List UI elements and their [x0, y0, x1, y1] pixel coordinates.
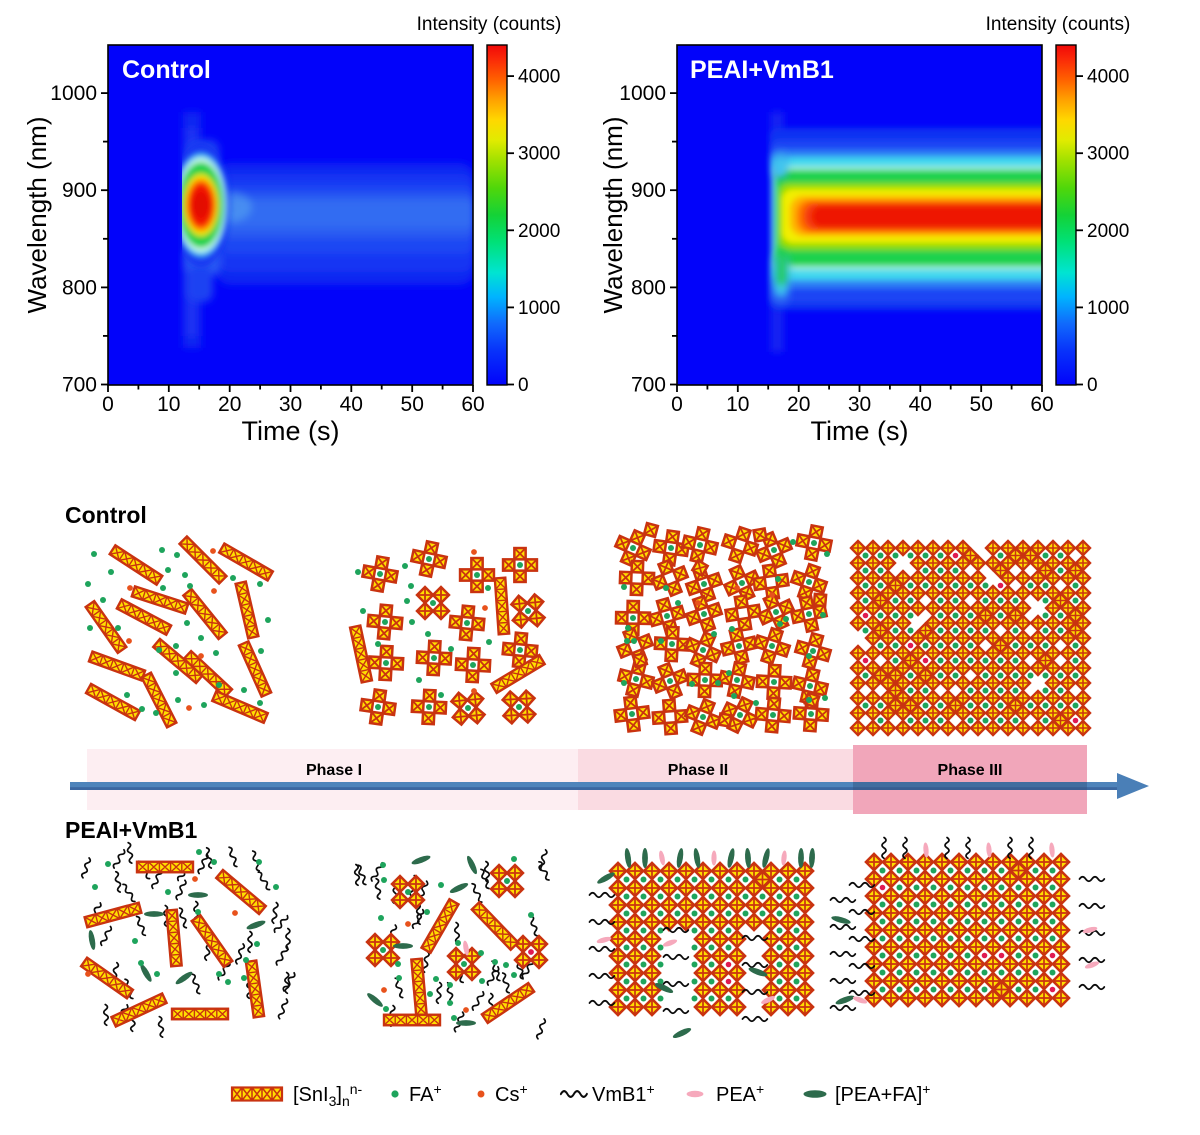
svg-text:10: 10: [726, 393, 749, 416]
svg-text:60: 60: [461, 393, 484, 416]
svg-text:FA+: FA+: [409, 1081, 442, 1106]
svg-text:3000: 3000: [518, 144, 560, 165]
svg-text:1000: 1000: [50, 82, 97, 105]
svg-text:Time (s): Time (s): [242, 416, 340, 446]
svg-text:1000: 1000: [1087, 298, 1129, 319]
svg-text:Cs+: Cs+: [495, 1081, 528, 1106]
svg-text:20: 20: [218, 393, 241, 416]
svg-text:Phase III: Phase III: [938, 762, 1003, 779]
svg-text:800: 800: [631, 276, 666, 299]
svg-text:1000: 1000: [518, 298, 560, 319]
svg-text:700: 700: [631, 374, 666, 397]
svg-text:Time (s): Time (s): [811, 416, 909, 446]
svg-text:20: 20: [787, 393, 810, 416]
svg-text:0: 0: [671, 393, 683, 416]
svg-text:Phase I: Phase I: [306, 762, 362, 779]
svg-text:Phase II: Phase II: [668, 762, 728, 779]
svg-text:2000: 2000: [1087, 221, 1129, 242]
svg-text:700: 700: [62, 374, 97, 397]
svg-text:VmB1+: VmB1+: [592, 1081, 655, 1106]
svg-text:50: 50: [401, 393, 424, 416]
svg-text:4000: 4000: [518, 67, 560, 88]
svg-text:50: 50: [970, 393, 993, 416]
svg-text:[SnI3]nn-: [SnI3]nn-: [293, 1081, 363, 1109]
svg-text:Wavelength (nm): Wavelength (nm): [598, 117, 628, 314]
svg-text:40: 40: [340, 393, 363, 416]
svg-text:2000: 2000: [518, 221, 560, 242]
svg-text:0: 0: [102, 393, 114, 416]
svg-text:PEAI+VmB1: PEAI+VmB1: [65, 817, 198, 843]
svg-text:Intensity (counts): Intensity (counts): [986, 14, 1131, 35]
svg-text:40: 40: [909, 393, 932, 416]
svg-text:PEAI+VmB1: PEAI+VmB1: [690, 56, 834, 84]
svg-text:800: 800: [62, 276, 97, 299]
svg-text:Control: Control: [122, 56, 211, 84]
svg-text:3000: 3000: [1087, 144, 1129, 165]
svg-text:60: 60: [1030, 393, 1053, 416]
svg-text:900: 900: [62, 179, 97, 202]
svg-text:0: 0: [1087, 375, 1098, 396]
svg-text:Intensity (counts): Intensity (counts): [417, 14, 562, 35]
svg-text:30: 30: [279, 393, 302, 416]
svg-text:Control: Control: [65, 502, 147, 528]
svg-text:[PEA+FA]+: [PEA+FA]+: [835, 1081, 930, 1106]
svg-text:Wavelength (nm): Wavelength (nm): [22, 117, 52, 314]
svg-text:PEA+: PEA+: [716, 1081, 764, 1106]
svg-text:900: 900: [631, 179, 666, 202]
svg-text:1000: 1000: [619, 82, 666, 105]
svg-text:30: 30: [848, 393, 871, 416]
svg-text:10: 10: [157, 393, 180, 416]
svg-text:4000: 4000: [1087, 67, 1129, 88]
svg-text:0: 0: [518, 375, 529, 396]
